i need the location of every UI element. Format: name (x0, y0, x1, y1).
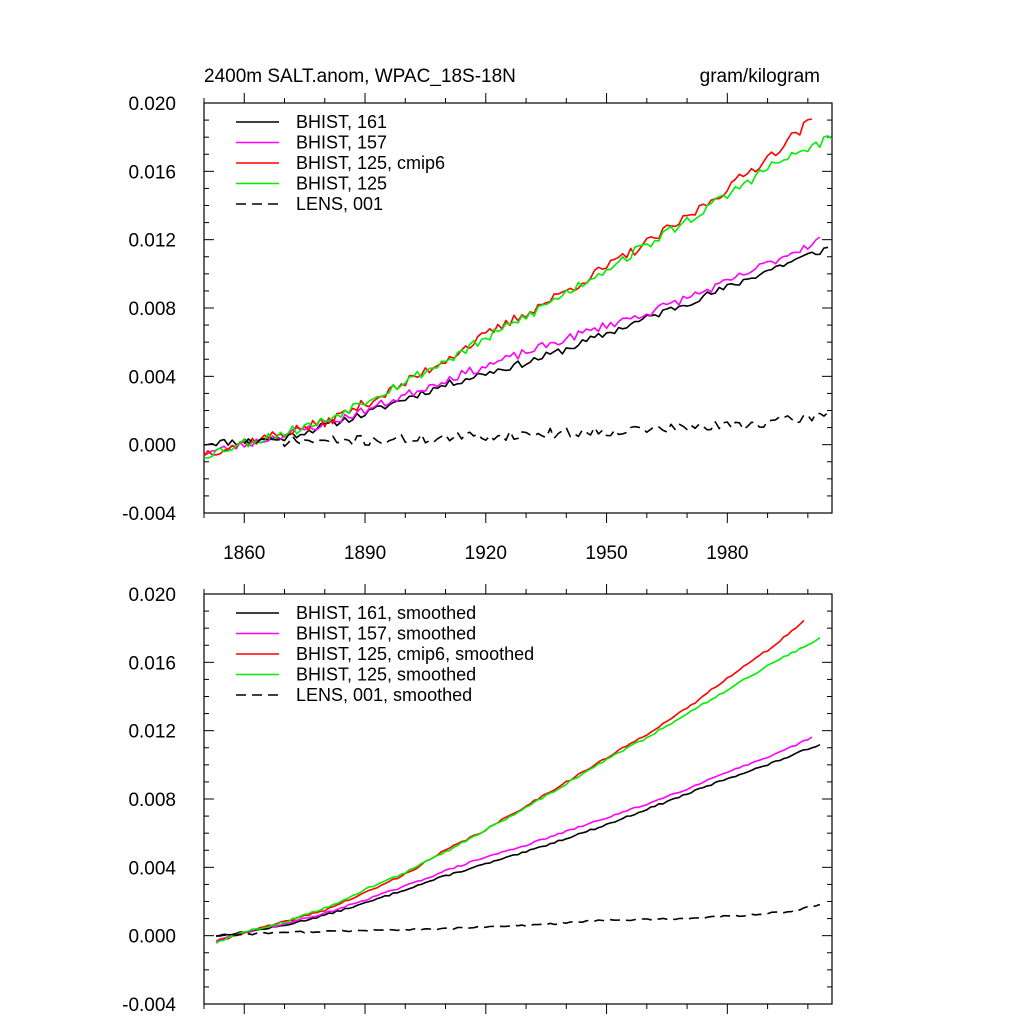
series-line (243, 411, 829, 448)
bottom-panel: 0.020 0.016 0.012 0.008 0.004 0.000 -0.004 BHIS… (122, 584, 833, 1016)
x-tick-label: 1860 (223, 543, 265, 564)
legend-label: BHIST, 125 (296, 174, 387, 194)
y-tick-label: 0.016 (128, 162, 176, 183)
legend-label: BHIST, 125, cmip6, smoothed (296, 644, 534, 664)
x-tick-label: 1980 (706, 543, 748, 564)
x-tick-label: 1920 (465, 543, 507, 564)
y-tick-label: -0.004 (122, 504, 176, 525)
legend-label: BHIST, 125, smoothed (296, 665, 476, 685)
legend-label: LENS, 001 (296, 194, 383, 214)
series-line (215, 736, 813, 942)
panel-title-right: gram/kilogram (700, 66, 820, 87)
legend-label: BHIST, 125, cmip6 (296, 153, 445, 173)
series-line (203, 135, 833, 459)
y-tick-label: -0.004 (122, 995, 176, 1016)
legend-label: BHIST, 157 (296, 133, 387, 153)
y-tick-label: 0.008 (128, 790, 176, 811)
y-tick-label: 0.016 (128, 653, 176, 674)
series-line (215, 743, 821, 937)
y-tick-label: 0.004 (128, 367, 176, 388)
legend-label: BHIST, 161 (296, 112, 387, 132)
x-tick-label: 1890 (344, 543, 386, 564)
y-tick-label: 0.012 (128, 231, 176, 252)
y-tick-label: 0.020 (128, 585, 176, 606)
legend-label: BHIST, 157, smoothed (296, 624, 476, 644)
x-tick-label: 1950 (585, 543, 627, 564)
legend-label: BHIST, 161, smoothed (296, 603, 476, 623)
y-tick-label: 0.000 (128, 436, 176, 457)
series-line (203, 246, 829, 447)
y-tick-label: 0.004 (128, 858, 176, 879)
panel-title-left: 2400m SALT.anom, WPAC_18S-18N (204, 66, 516, 87)
y-tick-label: 0.020 (128, 94, 176, 115)
y-tick-label: 0.000 (128, 927, 176, 948)
legend-label: LENS, 001, smoothed (296, 685, 472, 705)
series-line (215, 637, 821, 944)
top-panel: 2400m SALT.anom, WPAC_18S-18N gram/kilog… (122, 66, 833, 564)
series-line (216, 903, 821, 937)
y-tick-label: 0.012 (128, 722, 176, 743)
y-tick-label: 0.008 (128, 299, 176, 320)
series-line (203, 118, 813, 457)
series-line (215, 619, 805, 944)
